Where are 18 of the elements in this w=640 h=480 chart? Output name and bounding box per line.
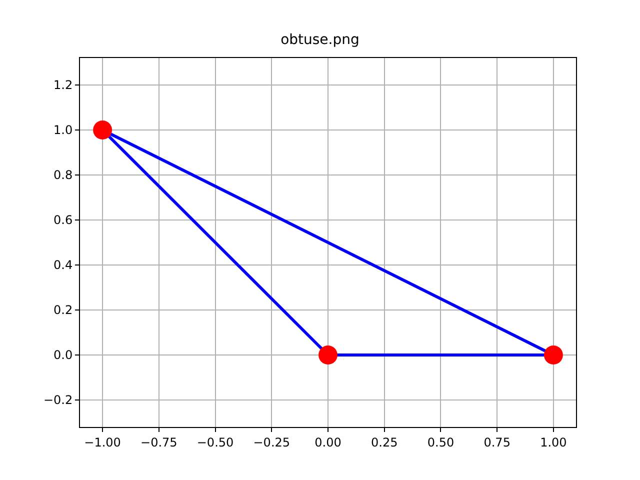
y-tick-label: 1.2 [54,78,73,92]
x-tick-label: −0.25 [253,435,290,450]
chart-title: obtuse.png [280,32,360,48]
y-tick-label: −0.2 [43,393,73,408]
x-tick-label: −0.75 [140,435,178,450]
x-tick-label: 1.00 [540,435,567,450]
x-tick-label: −1.00 [84,435,121,450]
x-tick-label: −0.50 [196,435,234,450]
x-tick-label: 0.50 [427,435,454,450]
y-tick-label: 0.6 [54,213,73,228]
x-tick-label: 0.75 [484,435,510,450]
y-tick-label: 1.0 [54,123,73,138]
y-tick-label: 0.2 [54,303,73,318]
x-tick-label: 0.00 [314,435,342,450]
x-tick-label: 0.25 [371,435,398,450]
y-tick-label: 0.0 [54,348,73,362]
y-tick-label: 0.8 [54,168,73,182]
y-tick-label: 0.4 [54,258,73,272]
